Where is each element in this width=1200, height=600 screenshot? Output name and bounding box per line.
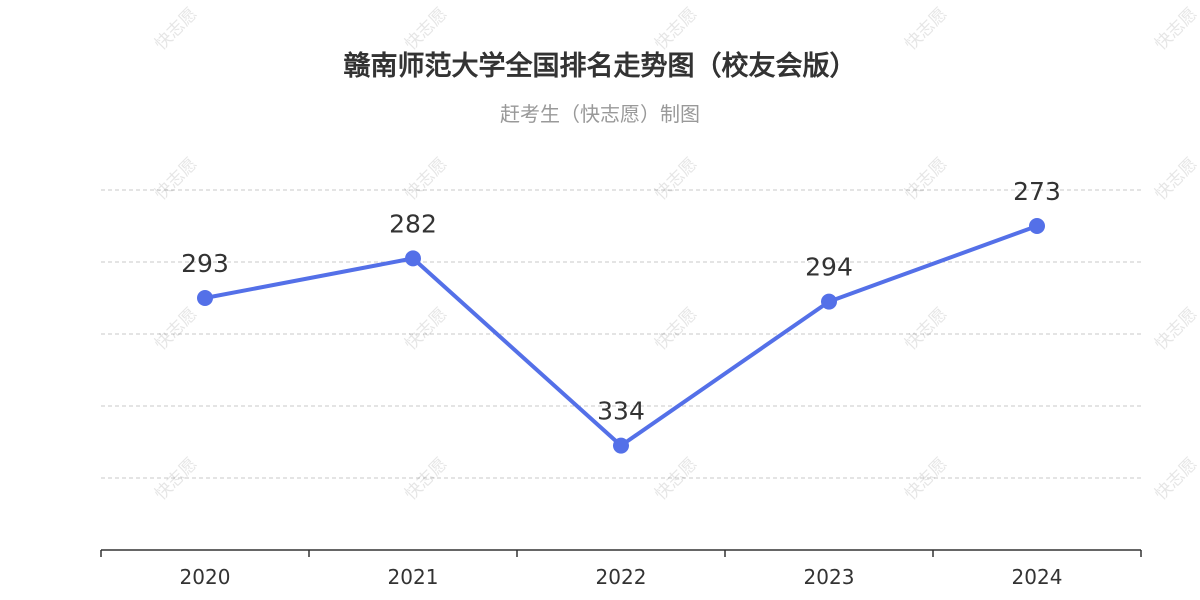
x-tick-label: 2021 <box>388 565 439 589</box>
data-label: 273 <box>1013 177 1061 206</box>
data-point <box>405 250 421 267</box>
data-point <box>613 437 629 454</box>
chart-title: 赣南师范大学全国排名走势图（校友会版） <box>343 51 857 82</box>
data-label: 294 <box>805 253 853 282</box>
data-label: 334 <box>597 397 645 426</box>
data-point <box>1029 218 1045 234</box>
data-label: 293 <box>181 249 229 278</box>
x-tick-label: 2020 <box>180 565 231 589</box>
x-tick-label: 2022 <box>596 565 647 589</box>
x-tick-label: 2023 <box>804 565 855 589</box>
chart-subtitle: 赶考生（快志愿）制图 <box>500 102 700 126</box>
data-point <box>197 290 213 306</box>
data-label: 282 <box>389 209 437 238</box>
data-point <box>821 293 837 310</box>
x-tick-label: 2024 <box>1012 565 1063 589</box>
